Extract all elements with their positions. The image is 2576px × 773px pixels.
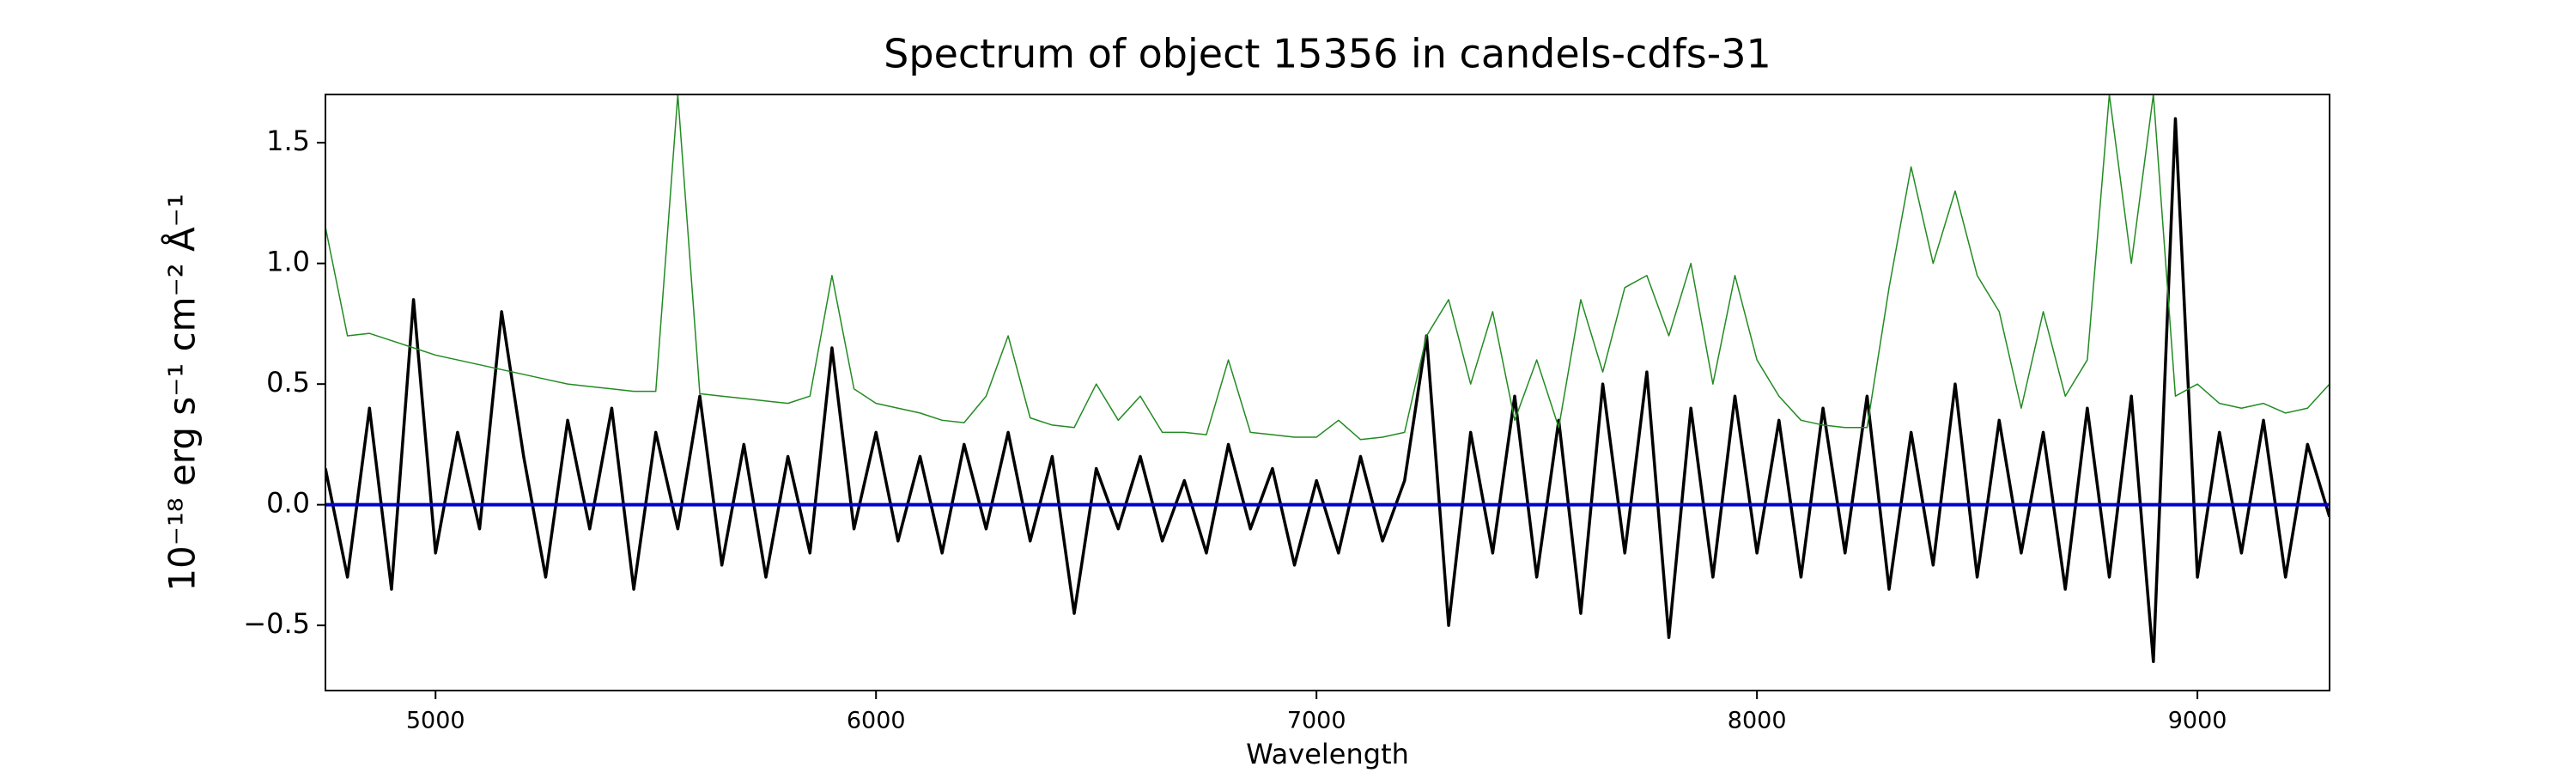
x-tick-label: 6000 bbox=[847, 708, 906, 734]
spectrum-line bbox=[325, 117, 2330, 664]
plot-frame bbox=[325, 94, 2330, 691]
y-tick-label: 1.5 bbox=[266, 125, 310, 157]
x-tick-label: 8000 bbox=[1728, 708, 1787, 734]
chart-title: Spectrum of object 15356 in candels-cdfs… bbox=[884, 31, 1771, 77]
y-tick-label: 0.5 bbox=[266, 366, 310, 399]
plot-area bbox=[325, 94, 2330, 664]
x-tick-label: 7000 bbox=[1287, 708, 1346, 734]
spectrum-line bbox=[325, 94, 2330, 441]
y-axis-label: 10⁻¹⁸ erg s⁻¹ cm⁻² Å⁻¹ bbox=[161, 193, 204, 591]
x-tick-label: 5000 bbox=[406, 708, 465, 734]
y-tick-label: 1.0 bbox=[266, 246, 310, 278]
y-tick-label: −0.5 bbox=[243, 607, 310, 640]
x-tick-label: 9000 bbox=[2168, 708, 2227, 734]
y-tick-label: 0.0 bbox=[266, 487, 310, 520]
x-axis-label: Wavelength bbox=[1246, 738, 1409, 770]
